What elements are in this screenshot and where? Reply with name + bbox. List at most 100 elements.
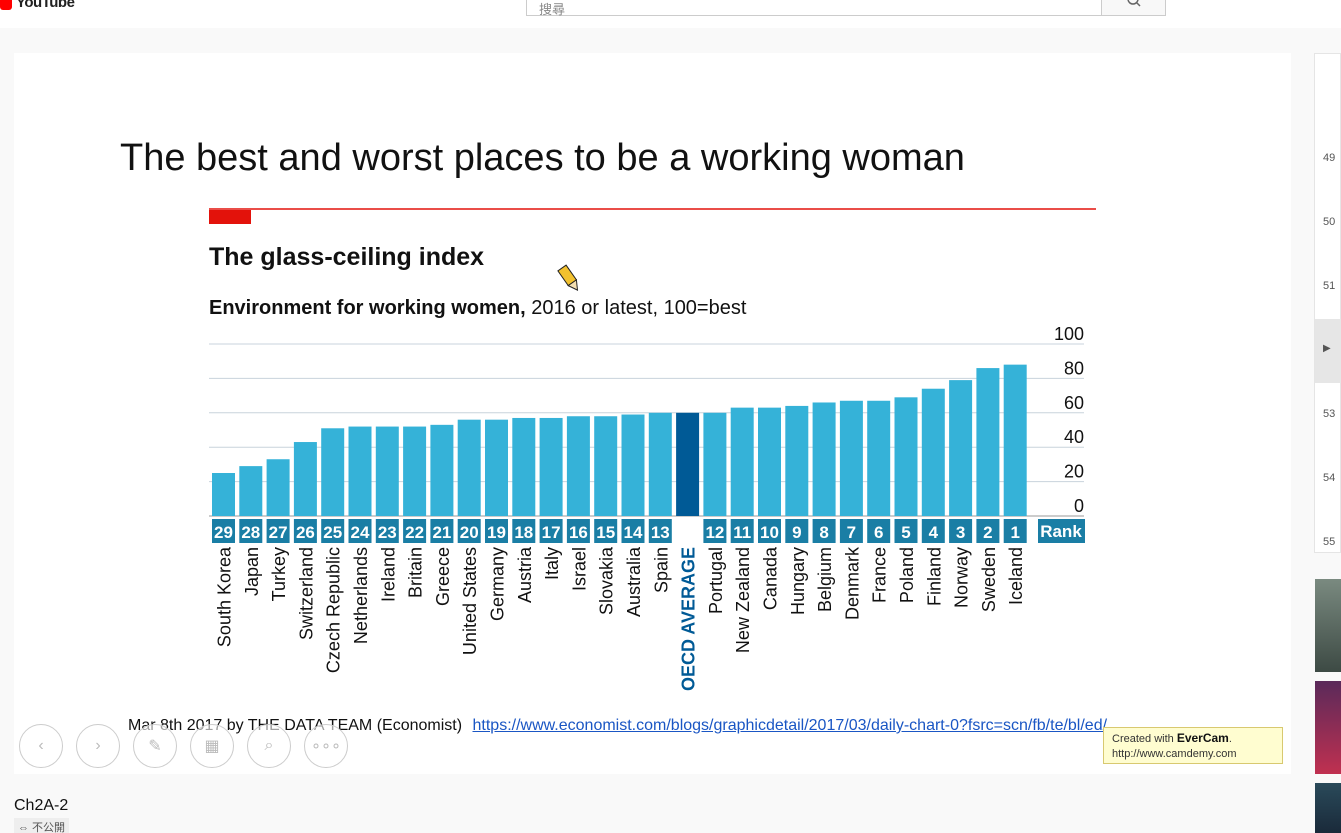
chevron-right-icon: › — [95, 737, 101, 754]
chart-bars — [212, 364, 1027, 516]
rank-box — [594, 519, 618, 543]
rank-label: 25 — [323, 523, 342, 542]
category-label: Switzerland — [296, 547, 316, 640]
rank-label: 4 — [929, 523, 939, 542]
rank-label: 16 — [569, 523, 588, 542]
rank-header-label: Rank — [1040, 522, 1082, 541]
top-bar: YouTube 搜尋 — [0, 0, 1341, 28]
layout-icon: ▦ — [204, 738, 220, 755]
category-label: Portugal — [706, 547, 726, 614]
bar — [812, 402, 836, 516]
rank-label: 22 — [405, 523, 424, 542]
rank-label: 1 — [1010, 523, 1019, 542]
zoom-button[interactable]: ⌕ — [247, 724, 291, 768]
category-label: Belgium — [815, 547, 835, 612]
play-indicator-icon: ▶ — [1323, 343, 1331, 354]
bar — [457, 419, 481, 516]
category-label: Poland — [897, 547, 917, 603]
playlist-item-number[interactable]: 54 — [1323, 472, 1336, 484]
playlist-item-number[interactable]: 51 — [1323, 280, 1336, 292]
bar — [321, 428, 345, 516]
rank-box — [867, 519, 891, 543]
more-icon: ∘∘∘ — [310, 738, 342, 755]
rank-label: 20 — [460, 523, 479, 542]
bar — [921, 388, 945, 516]
category-label: Turkey — [269, 547, 289, 601]
y-tick-label: 100 — [1054, 324, 1084, 344]
logo-text: YouTube — [16, 0, 75, 11]
youtube-logo[interactable]: YouTube — [0, 0, 75, 11]
chart-subtitle-bold: Environment for working women, — [209, 297, 526, 319]
bar — [403, 426, 427, 516]
y-tick-label: 20 — [1064, 462, 1084, 482]
rank-label: 2 — [983, 523, 992, 542]
pen-button[interactable]: ✎ — [133, 724, 177, 768]
zoom-icon: ⌕ — [264, 737, 274, 754]
rank-label: 11 — [733, 523, 751, 542]
playlist-current-item[interactable]: ▶ — [1315, 319, 1341, 383]
search-input[interactable]: 搜尋 — [526, 0, 1102, 17]
rank-label: 3 — [956, 523, 965, 542]
playlist-item-number[interactable]: 53 — [1323, 408, 1336, 420]
category-label: New Zealand — [733, 547, 753, 653]
category-label: Finland — [924, 547, 944, 606]
rank-box — [676, 519, 700, 543]
rank-label: 14 — [624, 523, 643, 542]
bar — [676, 412, 700, 516]
bar — [867, 400, 891, 516]
playlist-item-number[interactable]: 50 — [1323, 216, 1336, 228]
bar — [348, 426, 372, 516]
rank-label: 27 — [269, 523, 288, 542]
rank-box — [566, 519, 590, 543]
recommended-thumbnail[interactable] — [1315, 681, 1341, 774]
playlist-item-number[interactable]: 49 — [1323, 152, 1336, 164]
rank-label: 21 — [432, 523, 451, 542]
search-icon — [1126, 0, 1141, 7]
category-label: United States — [460, 547, 480, 655]
bar — [1003, 364, 1027, 516]
rank-label: 8 — [819, 523, 828, 542]
recommended-thumbnail[interactable] — [1315, 579, 1341, 672]
chart-ranks: 29 28 27 26 25 24 23 22 21 20 19 18 17 16 15 14 13 12 11 10… — [212, 519, 1085, 543]
pencil-cursor-icon — [557, 264, 579, 291]
bar — [430, 424, 454, 516]
bar — [839, 400, 863, 516]
recommended-thumbnail[interactable] — [1315, 783, 1341, 833]
youtube-play-icon — [0, 0, 12, 10]
rank-label: 6 — [874, 523, 883, 542]
video-player[interactable]: The best and worst places to be a workin… — [14, 53, 1291, 774]
bar — [566, 416, 590, 516]
bar — [212, 473, 235, 516]
bar — [293, 442, 317, 516]
rank-box — [785, 519, 809, 543]
category-label: Hungary — [788, 547, 808, 615]
playlist-item-number[interactable]: 55 — [1323, 536, 1336, 548]
category-label: Greece — [433, 547, 453, 606]
y-tick-label: 60 — [1064, 393, 1084, 413]
rank-box — [403, 519, 427, 543]
category-label: Iceland — [1006, 547, 1026, 605]
bar — [648, 412, 672, 516]
category-label: Sweden — [979, 547, 999, 612]
rank-label: 29 — [214, 523, 233, 542]
y-tick-label: 80 — [1064, 358, 1084, 378]
bar — [894, 397, 918, 516]
rank-label: 19 — [487, 523, 506, 542]
rank-box — [512, 519, 536, 543]
category-label: Slovakia — [597, 546, 617, 615]
watermark-url: http://www.camdemy.com — [1112, 748, 1237, 760]
rank-label: 5 — [901, 523, 910, 542]
category-label: Japan — [242, 547, 262, 596]
rank-header-box — [1038, 519, 1085, 543]
visibility-badge: ⇔ 不公開 — [14, 818, 70, 833]
video-title: Ch2A-2 — [14, 797, 69, 814]
more-button[interactable]: ∘∘∘ — [304, 724, 348, 768]
previous-slide-button[interactable]: ‹ — [19, 724, 63, 768]
rank-label: 24 — [351, 523, 370, 542]
rank-box — [212, 519, 235, 543]
search-button[interactable] — [1101, 0, 1166, 16]
layout-button[interactable]: ▦ — [190, 724, 234, 768]
caption-link[interactable]: https://www.economist.com/blogs/graphicd… — [472, 717, 1108, 734]
rank-box — [758, 519, 781, 543]
next-slide-button[interactable]: › — [76, 724, 120, 768]
